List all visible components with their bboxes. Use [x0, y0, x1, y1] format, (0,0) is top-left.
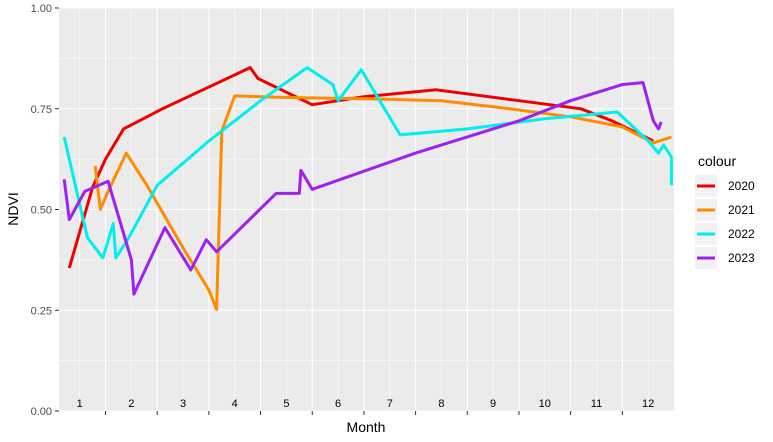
y-tick-label: 0.25	[31, 305, 52, 317]
y-axis: 0.00 0.25 0.50 0.75 1.00	[31, 3, 59, 418]
legend-label: 2023	[728, 251, 755, 265]
month-label: 3	[180, 398, 186, 410]
y-axis-title: NDVI	[5, 192, 21, 225]
y-tick-label: 0.50	[31, 205, 52, 217]
month-label: 2	[128, 398, 134, 410]
legend-items: 2020 2021 2022 2023	[695, 175, 755, 269]
month-label: 1	[77, 398, 83, 410]
series-line-2021	[93, 94, 672, 311]
series-line-2022	[62, 66, 673, 260]
month-label: 5	[283, 398, 289, 410]
month-label: 7	[387, 398, 393, 410]
month-label: 11	[591, 398, 602, 410]
month-label: 10	[539, 398, 551, 410]
y-tick-label: 0.00	[31, 406, 52, 418]
month-label: 9	[490, 398, 496, 410]
series-line-2023	[62, 81, 663, 296]
y-tick-label: 1.00	[31, 3, 52, 15]
month-label: 8	[438, 398, 444, 410]
legend-label: 2021	[728, 203, 755, 217]
month-label: 4	[232, 398, 238, 410]
x-axis	[105, 411, 623, 415]
x-axis-title: Month	[347, 419, 386, 435]
legend-title: colour	[698, 153, 736, 169]
month-label: 6	[335, 398, 341, 410]
month-labels: 1 2 3 4 5 6 7 8 9 10 11 12	[77, 398, 655, 410]
series-lines	[62, 66, 673, 311]
series-line-2020	[67, 66, 654, 269]
y-tick-label: 0.75	[31, 104, 52, 116]
legend: colour 2020 2021 2022 2023	[695, 153, 755, 269]
month-label: 12	[642, 398, 654, 410]
legend-label: 2020	[728, 179, 755, 193]
legend-label: 2022	[728, 227, 755, 241]
